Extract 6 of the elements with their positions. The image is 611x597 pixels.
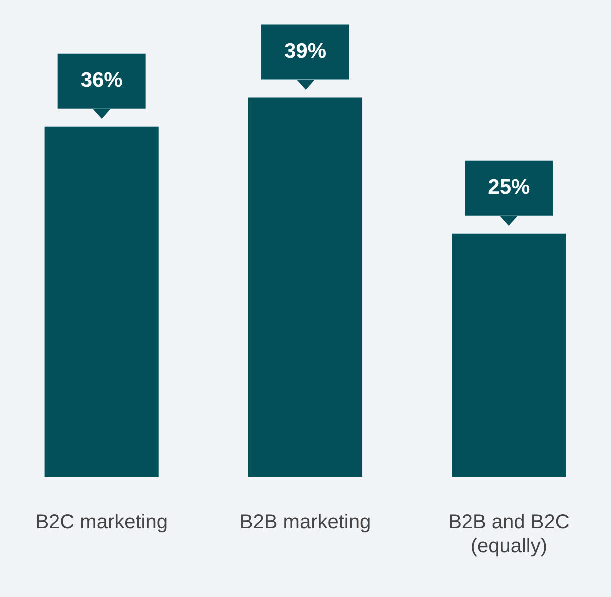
data-label: 36% [80,69,124,92]
x-tick-label: B2B marketing [240,512,372,534]
x-tick-label: B2B and B2C (equally) [448,512,570,558]
data-label: 25% [488,176,531,200]
data-label: 39% [284,40,327,64]
x-tick-label: B2C marketing [36,512,168,534]
